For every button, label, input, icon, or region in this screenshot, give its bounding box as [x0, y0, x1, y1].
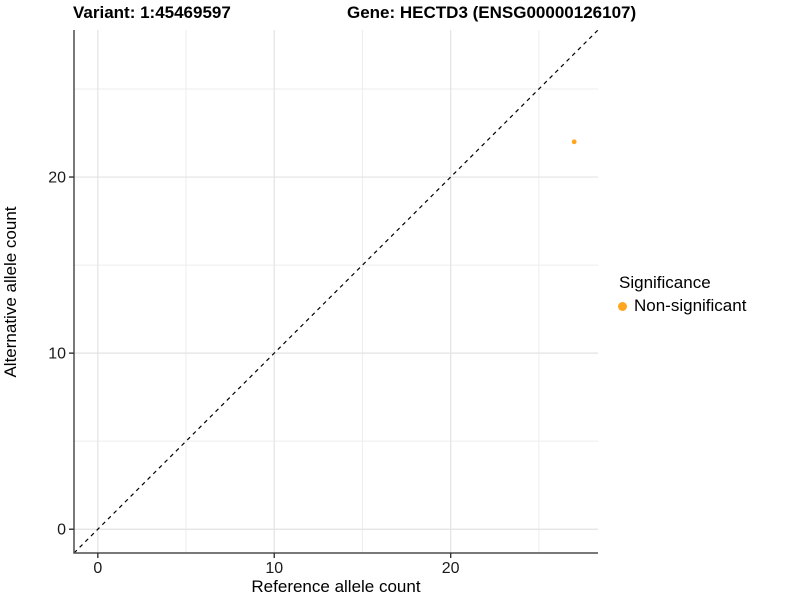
x-tick-label: 0	[93, 560, 102, 577]
y-tick-label: 10	[48, 346, 66, 363]
x-tick-label: 10	[265, 560, 283, 577]
legend-point-icon	[618, 301, 627, 311]
plot-title-gene: Gene: HECTD3 (ENSG00000126107)	[347, 3, 637, 22]
legend-title: Significance	[619, 273, 711, 292]
y-tick-label: 0	[57, 522, 66, 539]
x-tick-label: 20	[442, 560, 460, 577]
y-tick-label: 20	[48, 170, 66, 187]
x-axis-title: Reference allele count	[251, 577, 421, 596]
plot-title-variant: Variant: 1:45469597	[73, 3, 231, 22]
legend-entry: Non-significant	[617, 296, 746, 316]
data-point	[571, 139, 577, 145]
identity-dashed-line	[73, 29, 599, 554]
legend-entry-label: Non-significant	[634, 296, 747, 315]
y-axis-title: Alternative allele count	[1, 206, 20, 378]
legend: Significance Non-significant	[617, 273, 746, 316]
axis-lines	[73, 30, 598, 554]
